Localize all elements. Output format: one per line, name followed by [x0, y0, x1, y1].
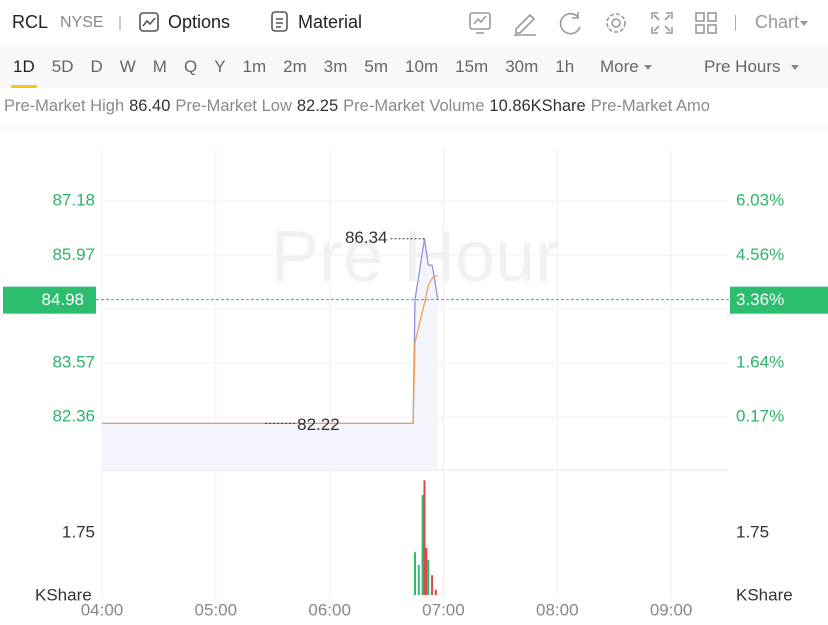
chart-menu[interactable]: Chart — [755, 12, 809, 33]
exchange: NYSE — [60, 13, 104, 31]
volume-bar — [431, 575, 434, 595]
last-change-label: 3.36% — [736, 290, 784, 309]
average-line — [102, 275, 438, 425]
period-tab[interactable]: 15m — [455, 56, 489, 76]
x-tick-label: 09:00 — [650, 600, 693, 619]
dropdown-arrow — [790, 64, 799, 70]
header: RCL NYSE Options Material Chart — [0, 0, 828, 45]
last-price-box — [3, 286, 96, 314]
unit-label: KShare — [736, 585, 793, 604]
session-menu[interactable]: Pre Hours — [704, 57, 800, 77]
y-tick-label: 82.36 — [52, 407, 95, 426]
period-tab[interactable]: M — [152, 56, 167, 76]
annotation-label: 86.34 — [345, 228, 388, 247]
stat-value: 82.25 — [296, 96, 339, 115]
period-tab[interactable]: 5D — [51, 56, 74, 76]
period-tab[interactable]: 1D — [11, 56, 37, 88]
period-tab[interactable]: Q — [183, 56, 198, 76]
period-tab[interactable]: 2m — [283, 56, 307, 76]
symbol: RCL — [12, 12, 49, 32]
separator — [119, 16, 121, 30]
watermark: Pre Hour — [271, 217, 559, 297]
period-tab[interactable]: Y — [214, 56, 226, 76]
stat-value: 10.86KShare — [489, 96, 586, 115]
last-change-box — [730, 286, 828, 314]
period-tab[interactable]: 3m — [323, 56, 348, 76]
volume-bar — [427, 559, 430, 595]
material-icon[interactable] — [270, 11, 290, 33]
period-tab[interactable]: 1h — [555, 56, 575, 76]
settings-icon[interactable] — [606, 13, 626, 33]
more-label[interactable]: More — [600, 56, 639, 76]
options-icon[interactable] — [138, 11, 160, 33]
dropdown-arrow — [644, 64, 653, 70]
y-tick-label: 87.18 — [52, 191, 95, 210]
period-tab[interactable]: W — [119, 56, 136, 76]
stat-label: Pre-Market Low — [175, 96, 292, 115]
stat-label: Pre-Market Volume — [343, 96, 485, 115]
stat-label: Pre-Market High — [4, 96, 125, 115]
period-tabs: 1D 5D D W M Q Y 1m 2m 3m 5m 10m 15m 30m 1h — [11, 56, 591, 88]
y2-tick-label: 1.64% — [736, 352, 784, 371]
session-label[interactable]: Pre Hours — [704, 56, 781, 76]
last-price-label: 84.98 — [41, 290, 84, 309]
stat-value: 86.40 — [129, 96, 171, 115]
volume-bar — [425, 547, 428, 595]
period-tab[interactable]: D — [90, 56, 103, 76]
period-tab[interactable]: 1m — [242, 56, 267, 76]
stats: Pre-Market High 86.40 Pre-Market Low 82.25 P… — [4, 97, 715, 116]
volume-bar — [423, 480, 426, 595]
x-tick-label: 05:00 — [195, 600, 238, 619]
y2-tick-label: 0.17% — [736, 407, 784, 426]
period-tab[interactable]: 10m — [405, 56, 439, 76]
period-tab[interactable]: 5m — [364, 56, 389, 76]
fullscreen-icon[interactable] — [651, 12, 673, 34]
volume-bar — [434, 589, 437, 595]
y2-tick-label: 4.56% — [736, 245, 784, 264]
y-tick-label: 1.75 — [62, 523, 95, 542]
y2-tick-label: 6.03% — [736, 191, 784, 210]
unit-label: KShare — [35, 585, 92, 604]
x-tick-label: 07:00 — [422, 600, 465, 619]
x-tick-label: 04:00 — [81, 600, 124, 619]
x-tick-label: 06:00 — [308, 600, 351, 619]
refresh-icon[interactable] — [559, 12, 581, 35]
x-tick-label: 08:00 — [536, 600, 579, 619]
indicator-icon[interactable] — [469, 12, 491, 34]
y-tick-label: 83.57 — [52, 352, 95, 371]
dropdown-arrow — [800, 21, 809, 26]
stats-bar: Pre-Market High 86.40 Pre-Market Low 82.25 P… — [0, 93, 828, 119]
stat-label: Pre-Market Amo — [590, 96, 710, 115]
period-tab[interactable]: 30m — [505, 56, 539, 76]
period-bar: 1D 5D D W M Q Y 1m 2m 3m 5m 10m 15m 30m 1h More Pre Ho… — [0, 45, 828, 88]
volume-bar — [414, 552, 416, 595]
toolbar-icons — [469, 12, 736, 36]
layout-icon[interactable] — [695, 12, 717, 34]
annotation-label: 82.22 — [297, 415, 340, 434]
options-button[interactable]: Options — [168, 12, 231, 32]
volume-bar — [421, 495, 424, 595]
volume-bar — [417, 564, 420, 595]
y2-tick-label: 1.75 — [736, 523, 769, 542]
more-button[interactable]: More — [600, 57, 653, 77]
chart-menu-label[interactable]: Chart — [755, 12, 800, 32]
y-tick-label: 85.97 — [52, 245, 95, 264]
material-button[interactable]: Material — [298, 12, 363, 32]
draw-icon[interactable] — [514, 13, 536, 36]
